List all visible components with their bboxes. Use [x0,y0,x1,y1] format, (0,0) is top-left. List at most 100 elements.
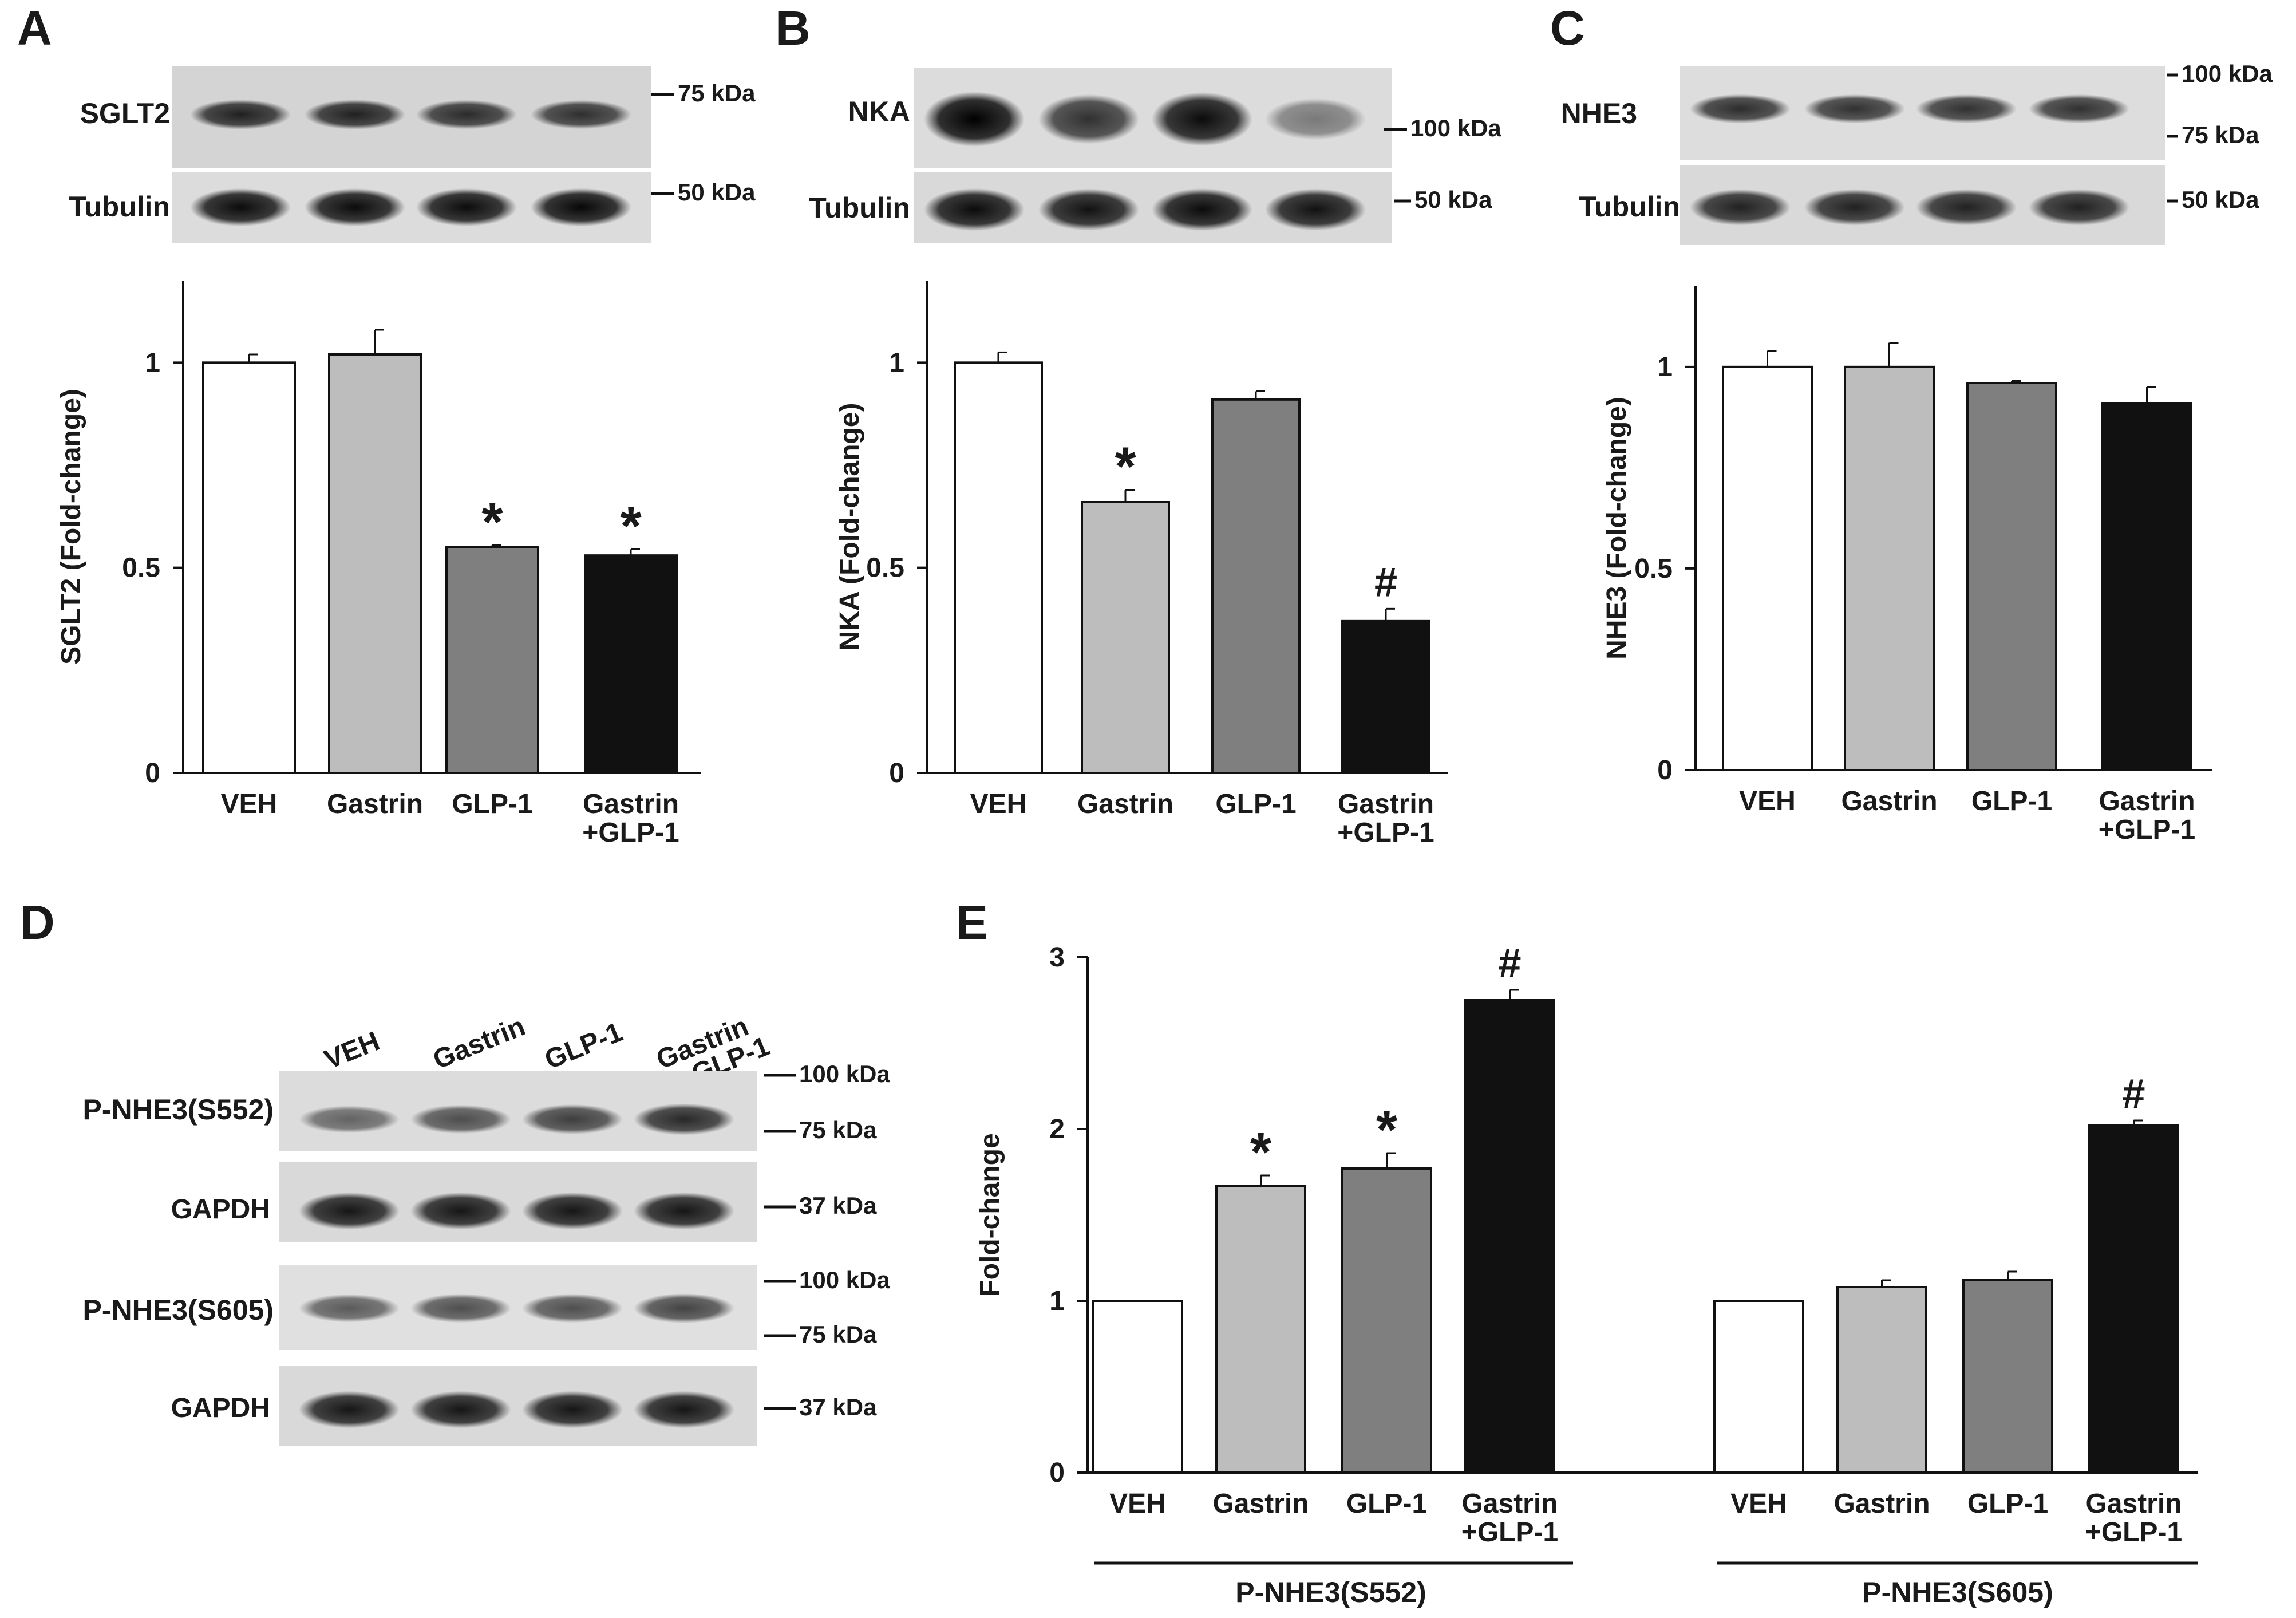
bar [1844,365,1935,771]
lane-label: GLP-1 [540,1017,627,1075]
x-tick-label: VEH [221,789,278,819]
panel-letter: B [776,1,811,55]
lane-label: VEH [320,1026,384,1075]
panel-letter: E [956,895,988,949]
y-tick-label: 0 [145,758,160,788]
blot-band [531,100,631,129]
bar [584,554,678,775]
bar [1092,1300,1183,1474]
x-tick-label: GLP-1 [1971,786,2052,816]
blot-band [634,1192,734,1230]
kda-marker-label: 50 kDa [678,179,756,206]
x-tick-label: Gastrin +GLP-1 [2099,786,2195,845]
bar [1464,999,1555,1474]
blot-band [190,188,291,227]
blot-band [1152,92,1252,146]
x-tick-label: VEH [1109,1489,1166,1519]
blot-band [1804,94,1905,124]
blot-row-label: GAPDH [171,1393,270,1423]
blot-band [522,1391,623,1428]
y-axis-label: NKA (Fold-change) [835,403,865,651]
significance-marker: * [1115,436,1136,498]
y-tick-label: 0 [889,758,904,788]
kda-marker-label: 75 kDa [799,1321,877,1348]
y-tick-label: 2 [1049,1114,1065,1145]
x-tick-label: GLP-1 [1346,1489,1427,1519]
bar [202,361,296,774]
lane-label: Gastrin [429,1011,529,1075]
x-tick-label: Gastrin +GLP-1 [2085,1489,2182,1548]
blot-band [634,1293,734,1323]
x-tick-label: Gastrin [1833,1489,1930,1519]
bar [1836,1286,1927,1474]
x-tick-label: Gastrin +GLP-1 [1337,789,1434,848]
panel-letter: D [20,895,55,949]
blot-band [299,1106,400,1133]
blot-band [410,1104,511,1134]
x-tick-label: Gastrin [1212,1489,1309,1519]
blot-band [1038,188,1139,231]
y-tick-label: 1 [889,348,904,378]
kda-marker-label: 75 kDa [799,1116,877,1143]
blot-band [1916,189,2017,226]
significance-marker: # [1374,559,1397,605]
blot-band [531,188,631,227]
x-tick-label: Gastrin [327,789,423,819]
blot-row-label: NKA [848,96,910,128]
blot-row-label: Tubulin [809,192,910,224]
bar [1966,382,2057,771]
blot-band [1038,94,1139,144]
blot-row-label: Tubulin [69,191,170,223]
blot-band [416,100,517,129]
blot-band [305,188,405,227]
significance-marker: * [1376,1099,1398,1161]
blot-band [410,1192,511,1230]
x-tick-label: Gastrin [1077,789,1173,819]
kda-marker-label: 75 kDa [678,80,756,106]
blot-band [416,188,517,227]
y-tick-label: 3 [1049,942,1065,973]
blot-row-label: Tubulin [1579,191,1680,223]
kda-marker-label: 37 kDa [799,1394,877,1420]
group-label: P-NHE3(S552) [1235,1576,1426,1608]
blot-band [299,1192,400,1230]
bar [2088,1124,2179,1474]
blot-band [1804,189,1905,226]
kda-marker-label: 50 kDa [1414,186,1492,213]
x-tick-label: GLP-1 [1967,1489,2048,1519]
blot-band [924,188,1025,231]
bar [1962,1279,2053,1474]
kda-marker-label: 50 kDa [2182,186,2259,213]
x-tick-label: GLP-1 [1215,789,1296,819]
bar [1722,365,1813,771]
blot-band [1152,188,1252,231]
blot-band [1690,189,1791,226]
x-tick-label: VEH [1739,786,1796,816]
blot-band [1265,98,1366,140]
blot-band [2029,189,2129,226]
blot-band [1916,94,2017,124]
x-tick-label: Gastrin +GLP-1 [582,789,679,848]
kda-marker-label: 100 kDa [2182,60,2273,87]
blot-band [299,1391,400,1428]
kda-marker-label: 75 kDa [2182,121,2259,148]
y-tick-label: 0 [1049,1458,1065,1488]
blot-band [1690,94,1791,124]
y-tick-label: 1 [1657,352,1673,382]
y-tick-label: 0.5 [866,553,904,583]
y-tick-label: 1 [145,348,160,378]
blot-band [522,1104,623,1135]
y-tick-label: 0 [1657,755,1673,786]
y-axis-label: Fold-change [975,1133,1005,1296]
bar [1081,501,1170,774]
y-axis-label: NHE3 (Fold-change) [1602,397,1632,660]
bar [1341,619,1430,775]
kda-marker-label: 100 kDa [799,1060,890,1087]
bar [2101,402,2192,771]
significance-marker: # [1498,941,1521,986]
y-axis-label: SGLT2 (Fold-change) [56,389,86,665]
bar [1215,1185,1306,1474]
group-label: P-NHE3(S605) [1862,1576,2053,1608]
blot-row-label: NHE3 [1561,97,1637,129]
